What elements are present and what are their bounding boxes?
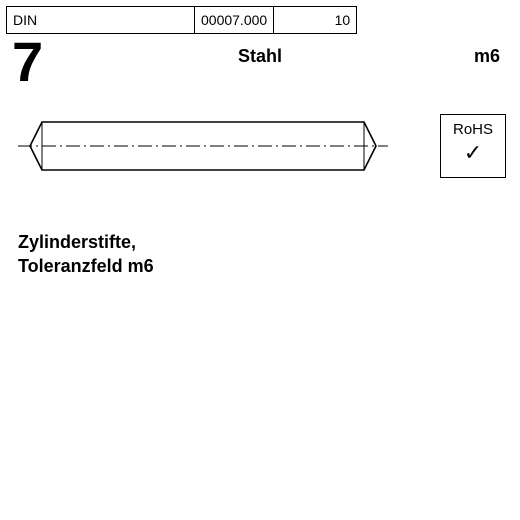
rohs-label: RoHS [441, 121, 505, 138]
header-table: DIN 00007.000 10 [6, 6, 357, 34]
caption-line1: Zylinderstifte, [18, 232, 136, 252]
caption: Zylinderstifte, Toleranzfeld m6 [18, 230, 154, 279]
header-num: 10 [274, 7, 357, 34]
tolerance-label: m6 [474, 46, 500, 67]
rohs-badge: RoHS ✓ [440, 114, 506, 178]
caption-line2: Toleranzfeld m6 [18, 256, 154, 276]
material-label: Stahl [0, 46, 520, 67]
header-code: 00007.000 [195, 7, 274, 34]
rohs-check-icon: ✓ [441, 142, 505, 164]
pin-diagram [18, 118, 388, 174]
